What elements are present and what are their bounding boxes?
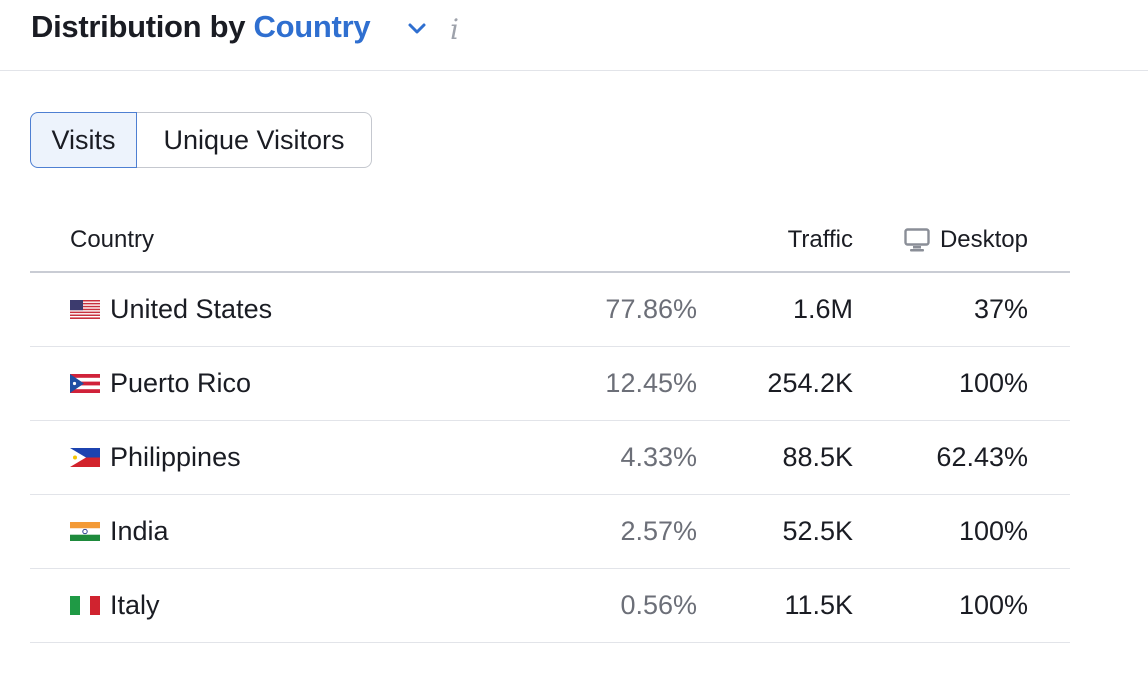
in-flag-icon bbox=[70, 522, 100, 541]
traffic-value: 52.5K bbox=[782, 516, 853, 546]
desktop-share: 62.43% bbox=[936, 442, 1028, 472]
widget-title: Distribution by Country bbox=[31, 9, 371, 45]
it-flag-icon bbox=[70, 596, 100, 615]
column-header-country: Country bbox=[70, 226, 155, 253]
title-prefix: Distribution by bbox=[31, 9, 246, 44]
country-cell: Puerto Rico bbox=[70, 368, 251, 399]
table-row[interactable]: Philippines 4.33% 88.5K 62.43% bbox=[30, 421, 1070, 495]
column-header-desktop: Desktop bbox=[904, 226, 1028, 254]
country-name[interactable]: United States bbox=[110, 294, 273, 324]
toggle-visits[interactable]: Visits bbox=[30, 112, 137, 168]
traffic-share: 0.56% bbox=[620, 590, 697, 620]
desktop-share: 100% bbox=[958, 516, 1028, 546]
toggle-unique-visitors[interactable]: Unique Visitors bbox=[137, 112, 372, 168]
country-cell: India bbox=[70, 516, 169, 547]
traffic-share: 4.33% bbox=[620, 442, 697, 472]
country-name[interactable]: Philippines bbox=[110, 442, 241, 472]
country-name[interactable]: Italy bbox=[110, 590, 160, 620]
metric-toggle: Visits Unique Visitors bbox=[30, 112, 372, 168]
traffic-value: 1.6M bbox=[792, 294, 853, 324]
desktop-share: 100% bbox=[958, 368, 1028, 398]
traffic-value: 11.5K bbox=[784, 590, 853, 620]
column-header-traffic: Traffic bbox=[787, 226, 853, 253]
country-cell: United States bbox=[70, 294, 272, 325]
country-name[interactable]: India bbox=[110, 516, 169, 546]
desktop-icon bbox=[904, 228, 930, 252]
country-name[interactable]: Puerto Rico bbox=[110, 368, 252, 398]
ph-flag-icon bbox=[70, 448, 100, 467]
info-icon[interactable]: i bbox=[450, 13, 459, 46]
us-flag-icon bbox=[70, 300, 100, 319]
traffic-value: 254.2K bbox=[767, 368, 853, 398]
country-table: Country Traffic Desktop bbox=[30, 200, 1070, 643]
chevron-down-icon[interactable] bbox=[406, 21, 428, 37]
desktop-label: Desktop bbox=[939, 226, 1028, 253]
country-cell: Italy bbox=[70, 590, 160, 621]
dimension-selector[interactable]: Country bbox=[253, 9, 371, 44]
traffic-share: 12.45% bbox=[605, 368, 697, 398]
table-row[interactable]: India 2.57% 52.5K 100% bbox=[30, 495, 1070, 569]
desktop-share: 100% bbox=[958, 590, 1028, 620]
table-header: Country Traffic Desktop bbox=[30, 200, 1070, 273]
traffic-value: 88.5K bbox=[782, 442, 853, 472]
desktop-share: 37% bbox=[973, 294, 1028, 324]
traffic-share: 2.57% bbox=[620, 516, 697, 546]
table-row[interactable]: Puerto Rico 12.45% 254.2K 100% bbox=[30, 347, 1070, 421]
table-row[interactable]: United States 77.86% 1.6M 37% bbox=[30, 273, 1070, 347]
traffic-share: 77.86% bbox=[605, 294, 697, 324]
country-cell: Philippines bbox=[70, 442, 241, 473]
widget-header: Distribution by Country i bbox=[0, 0, 1148, 71]
pr-flag-icon bbox=[70, 374, 100, 393]
table-row[interactable]: Italy 0.56% 11.5K 100% bbox=[30, 569, 1070, 643]
